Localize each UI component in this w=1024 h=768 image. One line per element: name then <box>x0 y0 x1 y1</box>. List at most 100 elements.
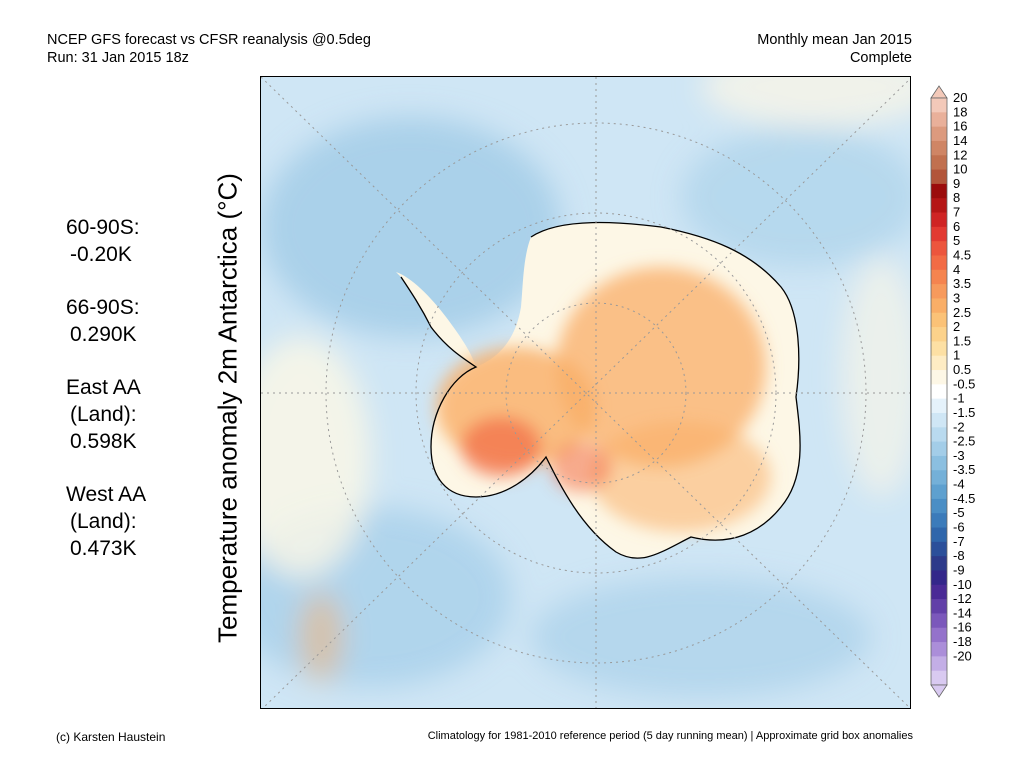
colorbar-tick-label: 2 <box>953 319 960 334</box>
colorbar-swatch <box>931 212 947 228</box>
colorbar-swatch <box>931 541 947 557</box>
colorbar-svg: 201816141210987654.543.532.521.510.5-0.5… <box>930 85 975 698</box>
model-title: NCEP GFS forecast vs CFSR reanalysis @0.… <box>47 32 371 48</box>
colorbar-swatch <box>931 370 947 385</box>
colorbar-swatch <box>931 513 947 528</box>
stat-value: -0.20K <box>70 243 132 266</box>
colorbar-tick-label: 1.5 <box>953 333 971 348</box>
colorbar-tick-label: 12 <box>953 147 967 162</box>
colorbar-tick-label: -4 <box>953 477 965 492</box>
colorbar-tick-label: 3 <box>953 290 960 305</box>
stat-region-label: West AA <box>66 483 147 506</box>
colorbar-swatch <box>931 155 947 170</box>
colorbar-tick-label: 1 <box>953 348 960 363</box>
colorbar-tick-label: -5 <box>953 505 965 520</box>
colorbar-swatch <box>931 384 947 400</box>
period-title: Monthly mean Jan 2015 <box>757 32 912 48</box>
header-left: NCEP GFS forecast vs CFSR reanalysis @0.… <box>47 31 371 67</box>
colorbar-swatch <box>931 656 947 672</box>
stat-region-label: 60-90S: <box>66 216 140 239</box>
colorbar-tick-label: -16 <box>953 620 972 635</box>
graticule <box>261 77 910 708</box>
stat-66-90s: 66-90S: 0.290K <box>66 294 146 348</box>
colorbar-tick-label: 2.5 <box>953 305 971 320</box>
colorbar-swatch <box>931 341 947 357</box>
colorbar-swatch <box>931 455 947 471</box>
colorbar-tick-label: -9 <box>953 562 965 577</box>
stat-value: 0.290K <box>70 323 137 346</box>
colorbar-swatch <box>931 599 947 614</box>
colorbar-tick-label: -4.5 <box>953 491 975 506</box>
colorbar-tick-label: -20 <box>953 648 972 663</box>
colorbar-max-arrow <box>930 85 948 99</box>
colorbar-tick-label: -3.5 <box>953 462 975 477</box>
colorbar-swatch <box>931 670 947 686</box>
stat-region-sublabel: (Land): <box>70 510 137 533</box>
colorbar-swatch <box>931 570 947 586</box>
colorbar-swatch <box>931 169 947 185</box>
colorbar-swatch <box>931 255 947 271</box>
colorbar-tick-label: 8 <box>953 190 960 205</box>
colorbar-tick-label: -8 <box>953 548 965 563</box>
colorbar-swatch <box>931 613 947 629</box>
completeness-status: Complete <box>849 50 912 66</box>
colorbar-min-arrow <box>930 684 948 698</box>
colorbar-tick-label: -2 <box>953 419 965 434</box>
colorbar-tick-label: 7 <box>953 205 960 220</box>
colorbar-swatch <box>931 284 947 299</box>
stat-region-label: 66-90S: <box>66 296 140 319</box>
colorbar-swatch <box>931 140 947 156</box>
colorbar-swatch <box>931 441 947 457</box>
stat-east-aa: East AA (Land): 0.598K <box>66 374 146 455</box>
colorbar-tick-label: 4 <box>953 262 960 277</box>
colorbar-swatch <box>931 398 947 414</box>
colorbar-swatch <box>931 498 947 514</box>
colorbar-swatch <box>931 627 947 643</box>
colorbar-swatch <box>931 427 947 443</box>
colorbar-swatch <box>931 327 947 342</box>
stat-west-aa: West AA (Land): 0.473K <box>66 481 146 562</box>
colorbar-swatch <box>931 484 947 500</box>
colorbar-tick-label: 18 <box>953 104 967 119</box>
colorbar-tick-label: -1 <box>953 391 965 406</box>
colorbar-swatch <box>931 226 947 242</box>
colorbar-tick-label: 9 <box>953 176 960 191</box>
colorbar-swatch <box>931 527 947 543</box>
colorbar-swatch <box>931 412 947 428</box>
colorbar-tick-label: 6 <box>953 219 960 234</box>
climatology-footer: Climatology for 1981-2010 reference peri… <box>427 730 913 742</box>
colorbar-swatch <box>931 584 947 600</box>
colorbar-swatch <box>931 556 947 571</box>
colorbar-swatch <box>931 470 947 485</box>
map-vertical-title: Temperature anomaly 2m Antarctica (°C) <box>212 173 243 643</box>
map-canvas <box>261 77 910 708</box>
colorbar-tick-label: 3.5 <box>953 276 971 291</box>
colorbar-tick-label: 20 <box>953 90 967 105</box>
colorbar-swatch <box>931 312 947 328</box>
colorbar-tick-label: -7 <box>953 534 965 549</box>
antarctica-anomaly-map <box>260 76 911 709</box>
colorbar-tick-label: -3 <box>953 448 965 463</box>
colorbar-tick-label: 14 <box>953 133 967 148</box>
colorbar-swatch <box>931 198 947 213</box>
colorbar-swatch <box>931 183 947 199</box>
colorbar-tick-label: 5 <box>953 233 960 248</box>
colorbar-swatch <box>931 642 947 657</box>
colorbar-swatch <box>931 98 947 113</box>
stat-60-90s: 60-90S: -0.20K <box>66 214 146 268</box>
coastline <box>400 221 801 559</box>
header-right: Monthly mean Jan 2015 Complete <box>757 31 912 67</box>
stat-region-label: East AA <box>66 376 141 399</box>
colorbar-tick-label: -12 <box>953 591 972 606</box>
colorbar-tick-label: -14 <box>953 605 972 620</box>
stat-value: 0.473K <box>70 537 137 560</box>
ocean-anomaly-patches <box>261 77 910 697</box>
run-time: Run: 31 Jan 2015 18z <box>47 50 189 66</box>
colorbar-tick-label: -10 <box>953 577 972 592</box>
colorbar-swatch <box>931 241 947 256</box>
colorbar-tick-label: -2.5 <box>953 434 975 449</box>
colorbar-tick-label: 10 <box>953 162 967 177</box>
stat-value: 0.598K <box>70 430 137 453</box>
colorbar-swatch <box>931 269 947 285</box>
colorbar-tick-label: -0.5 <box>953 376 975 391</box>
